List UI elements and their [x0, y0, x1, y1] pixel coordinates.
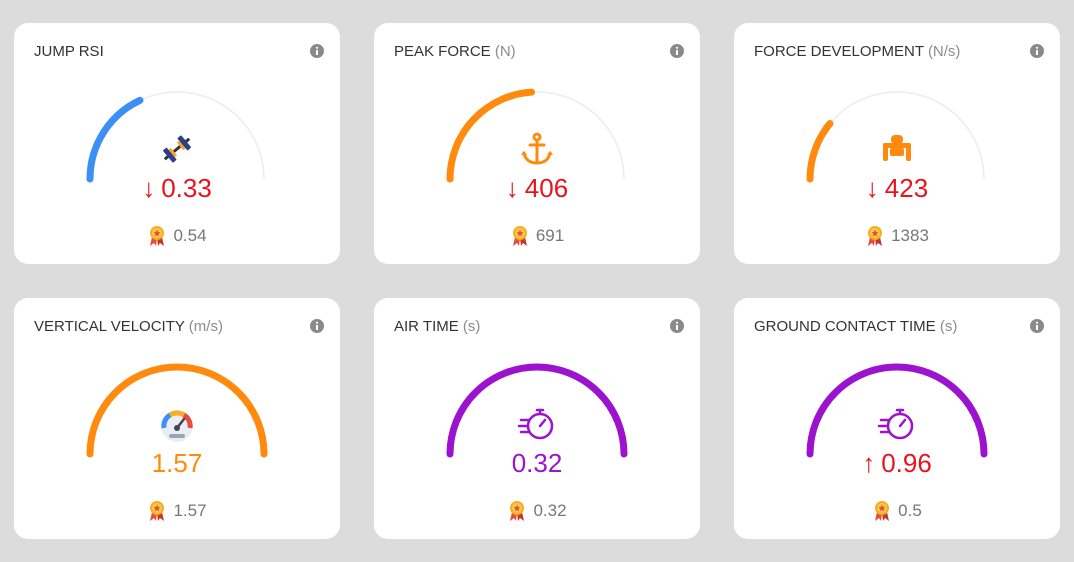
metric-value-text: 423 — [884, 173, 929, 203]
metric-card-jump-rsi: JUMP RSI ↓ 0.33 0.54 — [14, 23, 340, 264]
card-title: GROUND CONTACT TIME (s) — [754, 318, 957, 335]
personal-best: 691 — [374, 225, 700, 247]
athlete-icon — [883, 135, 911, 161]
card-title: AIR TIME (s) — [394, 318, 480, 335]
info-icon[interactable] — [670, 319, 684, 333]
metric-value: ↓ 0.33 — [14, 173, 340, 204]
metric-card-force-development: FORCE DEVELOPMENT (N/s) ↓ 423 1383 — [734, 23, 1060, 264]
medal-icon — [150, 501, 165, 521]
stopwatch-icon — [877, 408, 914, 440]
personal-best-value: 1.57 — [173, 501, 207, 520]
card-unit: (s) — [939, 318, 958, 335]
personal-best-value: 0.5 — [898, 501, 922, 520]
metric-card-peak-force: PEAK FORCE (N) ↓ 406 691 — [374, 23, 700, 264]
metric-value-text: 0.33 — [161, 173, 212, 203]
card-title-text: JUMP RSI — [34, 43, 104, 60]
personal-best: 0.5 — [734, 500, 1060, 522]
barbell-icon — [163, 135, 191, 163]
trend-arrow-up: ↑ — [862, 448, 876, 478]
medal-icon — [150, 226, 165, 246]
personal-best-value: 691 — [535, 226, 565, 245]
stopwatch-icon — [517, 408, 554, 440]
card-title: FORCE DEVELOPMENT (N/s) — [754, 43, 960, 60]
card-unit: (m/s) — [188, 318, 223, 335]
info-icon[interactable] — [310, 44, 324, 58]
metric-value: ↑ 0.96 — [734, 448, 1060, 479]
personal-best: 0.32 — [374, 500, 700, 522]
card-unit: (s) — [462, 318, 481, 335]
gauge-fill — [86, 96, 144, 183]
medal-icon — [512, 226, 527, 246]
trend-arrow-down: ↓ — [142, 173, 156, 203]
gauge-fill — [806, 120, 834, 183]
card-title-text: AIR TIME — [394, 318, 459, 335]
info-icon[interactable] — [670, 44, 684, 58]
card-title: JUMP RSI — [34, 43, 104, 60]
personal-best: 1383 — [734, 225, 1060, 247]
card-unit: (N) — [494, 43, 516, 60]
card-title-text: PEAK FORCE — [394, 43, 491, 60]
medal-icon — [868, 226, 883, 246]
card-unit: (N/s) — [927, 43, 961, 60]
card-title: VERTICAL VELOCITY (m/s) — [34, 318, 223, 335]
personal-best: 0.54 — [14, 225, 340, 247]
metric-value-text: 406 — [524, 173, 569, 203]
medal-icon — [510, 501, 525, 521]
metric-card-vertical-velocity: VERTICAL VELOCITY (m/s) 1.57 1.57 — [14, 298, 340, 539]
metric-card-air-time: AIR TIME (s) 0.32 0.32 — [374, 298, 700, 539]
trend-arrow-down: ↓ — [865, 173, 879, 203]
card-title-text: FORCE DEVELOPMENT — [754, 43, 924, 60]
personal-best: 1.57 — [14, 500, 340, 522]
info-icon[interactable] — [1030, 44, 1044, 58]
metric-value: ↓ 423 — [734, 173, 1060, 204]
metric-value: ↓ 406 — [374, 173, 700, 204]
metric-value: 0.32 — [374, 448, 700, 479]
info-icon[interactable] — [310, 319, 324, 333]
personal-best-value: 0.54 — [173, 226, 207, 245]
personal-best-value: 1383 — [891, 226, 929, 245]
medal-icon — [875, 501, 890, 521]
trend-arrow-down: ↓ — [505, 173, 519, 203]
card-title-text: VERTICAL VELOCITY — [34, 318, 185, 335]
metric-value: 1.57 — [14, 448, 340, 479]
metric-card-ground-contact-time: GROUND CONTACT TIME (s) ↑ 0.96 0.5 — [734, 298, 1060, 539]
metric-value-text: 1.57 — [151, 448, 203, 478]
metric-value-text: 0.96 — [881, 448, 932, 478]
metric-value-text: 0.32 — [511, 448, 563, 478]
speedometer-icon — [161, 410, 193, 442]
personal-best-value: 0.32 — [533, 501, 567, 520]
info-icon[interactable] — [1030, 319, 1044, 333]
card-title-text: GROUND CONTACT TIME — [754, 318, 936, 335]
anchor-icon — [521, 132, 553, 165]
card-title: PEAK FORCE (N) — [394, 43, 516, 60]
